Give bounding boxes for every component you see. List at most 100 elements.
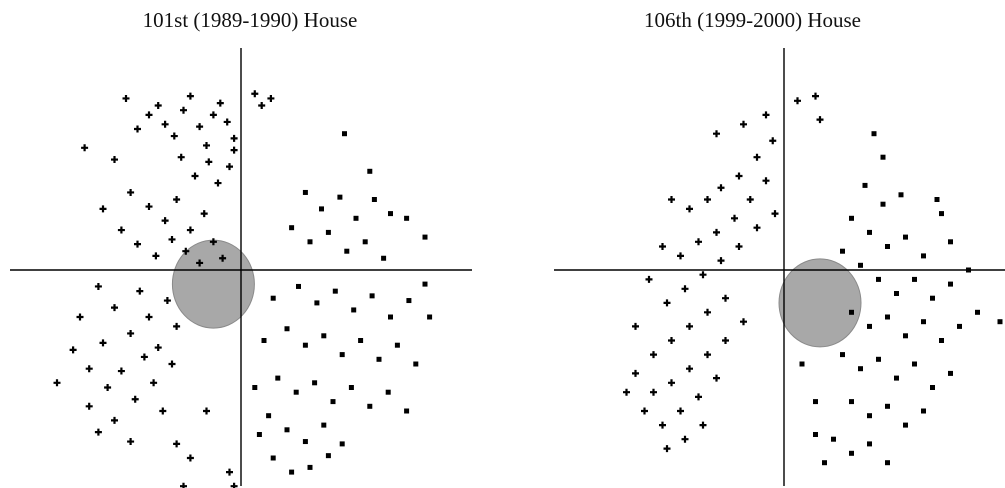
data-point-square: [325, 453, 331, 459]
data-point-square: [948, 281, 953, 287]
data-point-plus: [161, 120, 169, 128]
data-point-square: [921, 319, 926, 325]
data-point-plus: [230, 134, 238, 142]
data-point-plus: [168, 360, 176, 368]
data-point-plus: [127, 188, 135, 196]
data-point-square: [858, 262, 863, 268]
data-point-square: [339, 352, 345, 358]
data-point-plus: [104, 384, 112, 391]
data-point-square: [948, 239, 953, 245]
data-point-square: [849, 450, 854, 456]
data-point-plus: [99, 205, 107, 213]
data-point-square: [427, 314, 433, 320]
data-point-plus: [145, 111, 153, 119]
data-point-square: [413, 361, 419, 367]
data-point-plus: [203, 141, 210, 149]
data-point-square: [337, 194, 343, 200]
data-point-square: [284, 326, 290, 332]
data-point-plus: [76, 313, 84, 321]
data-point-square: [289, 469, 295, 475]
data-point-square: [422, 281, 428, 287]
data-point-plus: [111, 156, 118, 164]
dense-cluster-region: [778, 258, 862, 348]
data-point-plus: [753, 153, 761, 161]
data-point-plus: [180, 106, 187, 114]
data-point-square: [894, 375, 899, 381]
data-point-square: [325, 229, 331, 235]
data-point-square: [849, 309, 854, 315]
chart-title: 101st (1989-1990) House: [142, 8, 358, 32]
data-point-square: [369, 293, 375, 299]
data-point-plus: [722, 337, 729, 344]
data-point-square: [376, 356, 382, 362]
data-point-plus: [219, 254, 227, 262]
data-point-plus: [650, 388, 657, 396]
data-point-plus: [695, 393, 702, 401]
data-point-plus: [117, 367, 125, 375]
data-point-plus: [623, 388, 630, 396]
data-point-plus: [145, 203, 153, 211]
data-point-plus: [812, 92, 819, 100]
data-point-plus: [771, 210, 779, 218]
chart-panel-101st: 101st (1989-1990) House: [0, 0, 500, 488]
data-point-plus: [267, 94, 275, 102]
data-point-square: [885, 244, 890, 249]
data-point-plus: [168, 235, 176, 243]
data-point-plus: [154, 102, 162, 109]
data-point-square: [880, 201, 886, 207]
data-point-square: [358, 338, 364, 343]
data-point-square: [422, 234, 428, 240]
data-point-square: [930, 295, 935, 301]
data-point-plus: [794, 97, 801, 105]
data-point-plus: [746, 196, 754, 203]
data-point-square: [312, 380, 318, 386]
data-point-plus: [216, 99, 224, 107]
data-point-square: [319, 206, 324, 212]
chart-title: 106th (1999-2000) House: [644, 8, 861, 32]
data-point-plus: [111, 304, 118, 312]
data-point-plus: [200, 210, 208, 218]
data-point-square: [367, 168, 373, 174]
data-point-plus: [196, 259, 204, 267]
data-point-plus: [94, 282, 102, 290]
data-point-plus: [686, 205, 693, 213]
data-point-square: [404, 215, 410, 221]
data-point-square: [284, 427, 290, 433]
data-point-plus: [122, 94, 130, 102]
data-point-plus: [230, 146, 238, 154]
data-point-plus: [258, 102, 266, 109]
data-point-plus: [704, 308, 711, 316]
data-point-square: [880, 154, 886, 160]
data-point-plus: [127, 438, 135, 446]
data-point-plus: [99, 339, 107, 347]
data-point-plus: [717, 184, 725, 192]
data-point-square: [849, 215, 854, 221]
data-point-square: [332, 288, 338, 294]
data-point-plus: [677, 407, 684, 415]
data-point-square: [351, 307, 357, 313]
data-point-plus: [762, 177, 770, 185]
data-point-plus: [668, 196, 675, 203]
data-point-plus: [203, 407, 210, 415]
data-point-plus: [699, 421, 707, 429]
data-point-plus: [762, 111, 770, 119]
data-point-plus: [69, 346, 77, 354]
data-point-plus: [163, 297, 171, 305]
data-point-square: [307, 239, 313, 245]
data-point-plus: [223, 118, 231, 126]
data-point-plus: [182, 247, 190, 255]
data-point-plus: [170, 132, 178, 140]
data-point-plus: [668, 379, 675, 387]
data-point-square: [302, 342, 308, 348]
data-point-plus: [134, 240, 141, 248]
data-point-plus: [177, 153, 185, 161]
data-point-square: [822, 460, 827, 466]
data-point-plus: [152, 252, 160, 260]
data-point-square: [406, 298, 412, 304]
data-point-square: [388, 211, 393, 217]
data-point-square: [270, 455, 276, 461]
data-point-square: [302, 439, 308, 445]
data-point-square: [307, 464, 313, 470]
data-point-plus: [645, 275, 653, 283]
data-point-square: [339, 441, 345, 447]
